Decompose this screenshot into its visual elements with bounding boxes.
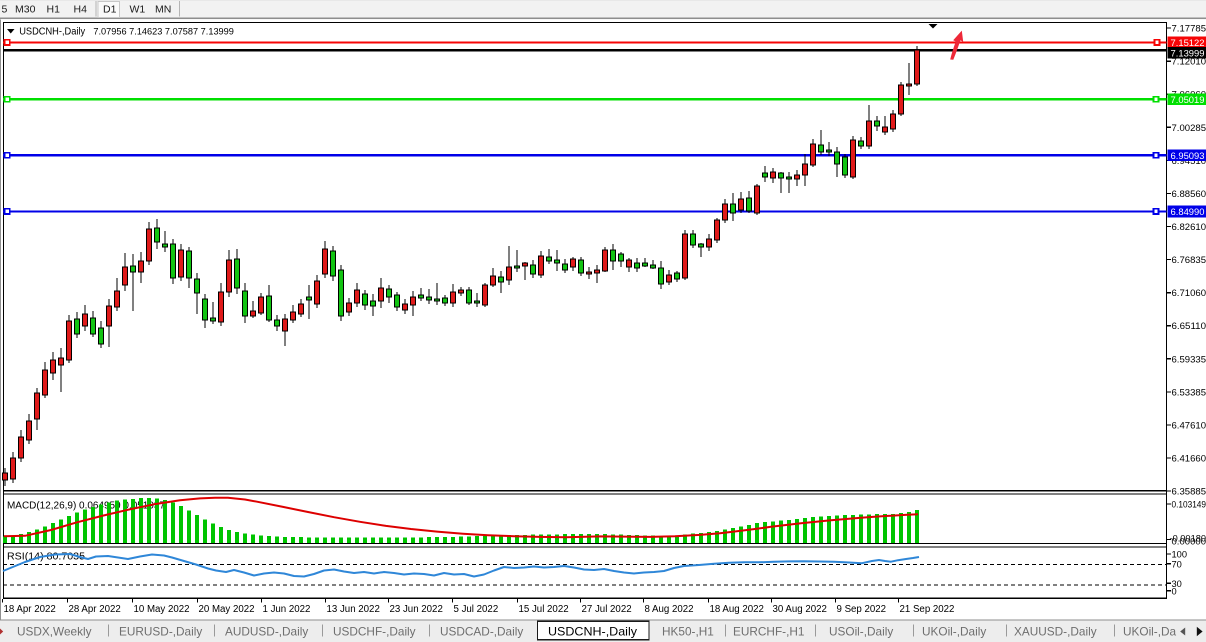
- svg-text:UKOil-,Da: UKOil-,Da: [1123, 625, 1177, 639]
- svg-text:5 Jul 2022: 5 Jul 2022: [454, 604, 499, 615]
- svg-text:6.82610: 6.82610: [1172, 222, 1206, 232]
- svg-text:USDCAD-,Daily: USDCAD-,Daily: [440, 625, 523, 639]
- svg-text:EURCHF-,H1: EURCHF-,H1: [733, 625, 804, 639]
- svg-text:USDX,Weekly: USDX,Weekly: [17, 625, 92, 639]
- svg-text:USOil-,Daily: USOil-,Daily: [829, 625, 893, 639]
- svg-text:0.103149: 0.103149: [1172, 500, 1206, 510]
- svg-text:7.15122: 7.15122: [1171, 38, 1205, 48]
- svg-text:UKOil-,Daily: UKOil-,Daily: [922, 625, 986, 639]
- svg-text:EURUSD-,Daily: EURUSD-,Daily: [119, 625, 202, 639]
- svg-text:XAUUSD-,Daily: XAUUSD-,Daily: [1014, 625, 1097, 639]
- svg-text:W1: W1: [130, 4, 146, 16]
- svg-text:6.88560: 6.88560: [1172, 189, 1206, 199]
- svg-text:6.53385: 6.53385: [1172, 387, 1206, 397]
- svg-text:7.13999: 7.13999: [1171, 48, 1205, 58]
- svg-text:20 May 2022: 20 May 2022: [199, 604, 255, 615]
- svg-text:D1: D1: [103, 4, 117, 16]
- svg-text:6.41660: 6.41660: [1172, 454, 1206, 464]
- svg-text:MN: MN: [155, 4, 171, 16]
- svg-text:6.35885: 6.35885: [1172, 487, 1206, 497]
- svg-text:H4: H4: [74, 4, 88, 16]
- svg-text:0: 0: [1172, 586, 1177, 596]
- svg-text:7.00285: 7.00285: [1172, 123, 1206, 133]
- svg-text:7.05019: 7.05019: [1171, 95, 1205, 105]
- svg-text:23 Jun 2022: 23 Jun 2022: [390, 604, 443, 615]
- svg-text:M30: M30: [15, 4, 36, 16]
- svg-text:9 Sep 2022: 9 Sep 2022: [837, 604, 887, 615]
- svg-text:6.84990: 6.84990: [1171, 207, 1205, 217]
- svg-text:7.12010: 7.12010: [1172, 57, 1206, 67]
- svg-text:6.95093: 6.95093: [1171, 151, 1205, 161]
- svg-text:15 Jul 2022: 15 Jul 2022: [519, 604, 569, 615]
- svg-text:100: 100: [1172, 550, 1188, 560]
- svg-text:6.59335: 6.59335: [1172, 354, 1206, 364]
- svg-text:18 Aug 2022: 18 Aug 2022: [710, 604, 764, 615]
- svg-text:6.71060: 6.71060: [1172, 288, 1206, 298]
- svg-text:6.47610: 6.47610: [1172, 420, 1206, 430]
- svg-text:0.00000: 0.00000: [1172, 537, 1206, 547]
- svg-text:28 Apr 2022: 28 Apr 2022: [69, 604, 121, 615]
- svg-text:10 May 2022: 10 May 2022: [134, 604, 190, 615]
- svg-text:70: 70: [1172, 559, 1182, 569]
- svg-text:18 Apr 2022: 18 Apr 2022: [4, 604, 56, 615]
- svg-text:USDCNH-,Daily: USDCNH-,Daily: [19, 27, 85, 38]
- svg-text:AUDUSD-,Daily: AUDUSD-,Daily: [225, 625, 308, 639]
- svg-text:1 Jun 2022: 1 Jun 2022: [263, 604, 311, 615]
- svg-text:27 Jul 2022: 27 Jul 2022: [582, 604, 632, 615]
- svg-text:RSI(14) 80.7035: RSI(14) 80.7035: [7, 552, 85, 563]
- svg-text:13 Jun 2022: 13 Jun 2022: [327, 604, 380, 615]
- svg-text:30: 30: [1172, 579, 1182, 589]
- svg-text:6.65110: 6.65110: [1172, 321, 1206, 331]
- svg-text:7.07956 7.14623 7.07587 7.1399: 7.07956 7.14623 7.07587 7.13999: [93, 27, 234, 38]
- svg-text:30 Aug 2022: 30 Aug 2022: [773, 604, 827, 615]
- svg-text:8 Aug 2022: 8 Aug 2022: [645, 604, 694, 615]
- svg-text:5: 5: [2, 4, 8, 16]
- svg-text:USDCNH-,Daily: USDCNH-,Daily: [548, 625, 637, 639]
- svg-text:6.76835: 6.76835: [1172, 255, 1206, 265]
- svg-text:H1: H1: [47, 4, 61, 16]
- svg-text:USDCHF-,Daily: USDCHF-,Daily: [333, 625, 416, 639]
- svg-text:MACD(12,26,9) 0.064959 0.05193: MACD(12,26,9) 0.064959 0.051937: [7, 501, 165, 512]
- svg-text:7.17785: 7.17785: [1172, 24, 1206, 34]
- svg-text:HK50-,H1: HK50-,H1: [662, 625, 714, 639]
- svg-text:-0.00180: -0.00180: [1170, 534, 1206, 544]
- svg-text:21 Sep 2022: 21 Sep 2022: [900, 604, 955, 615]
